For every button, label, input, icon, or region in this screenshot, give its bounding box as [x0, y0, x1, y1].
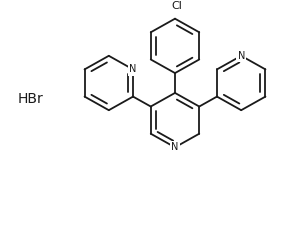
Text: N: N	[129, 64, 137, 74]
Text: HBr: HBr	[18, 92, 44, 106]
Text: N: N	[171, 142, 179, 152]
Text: Cl: Cl	[172, 1, 183, 11]
Text: N: N	[238, 51, 245, 61]
